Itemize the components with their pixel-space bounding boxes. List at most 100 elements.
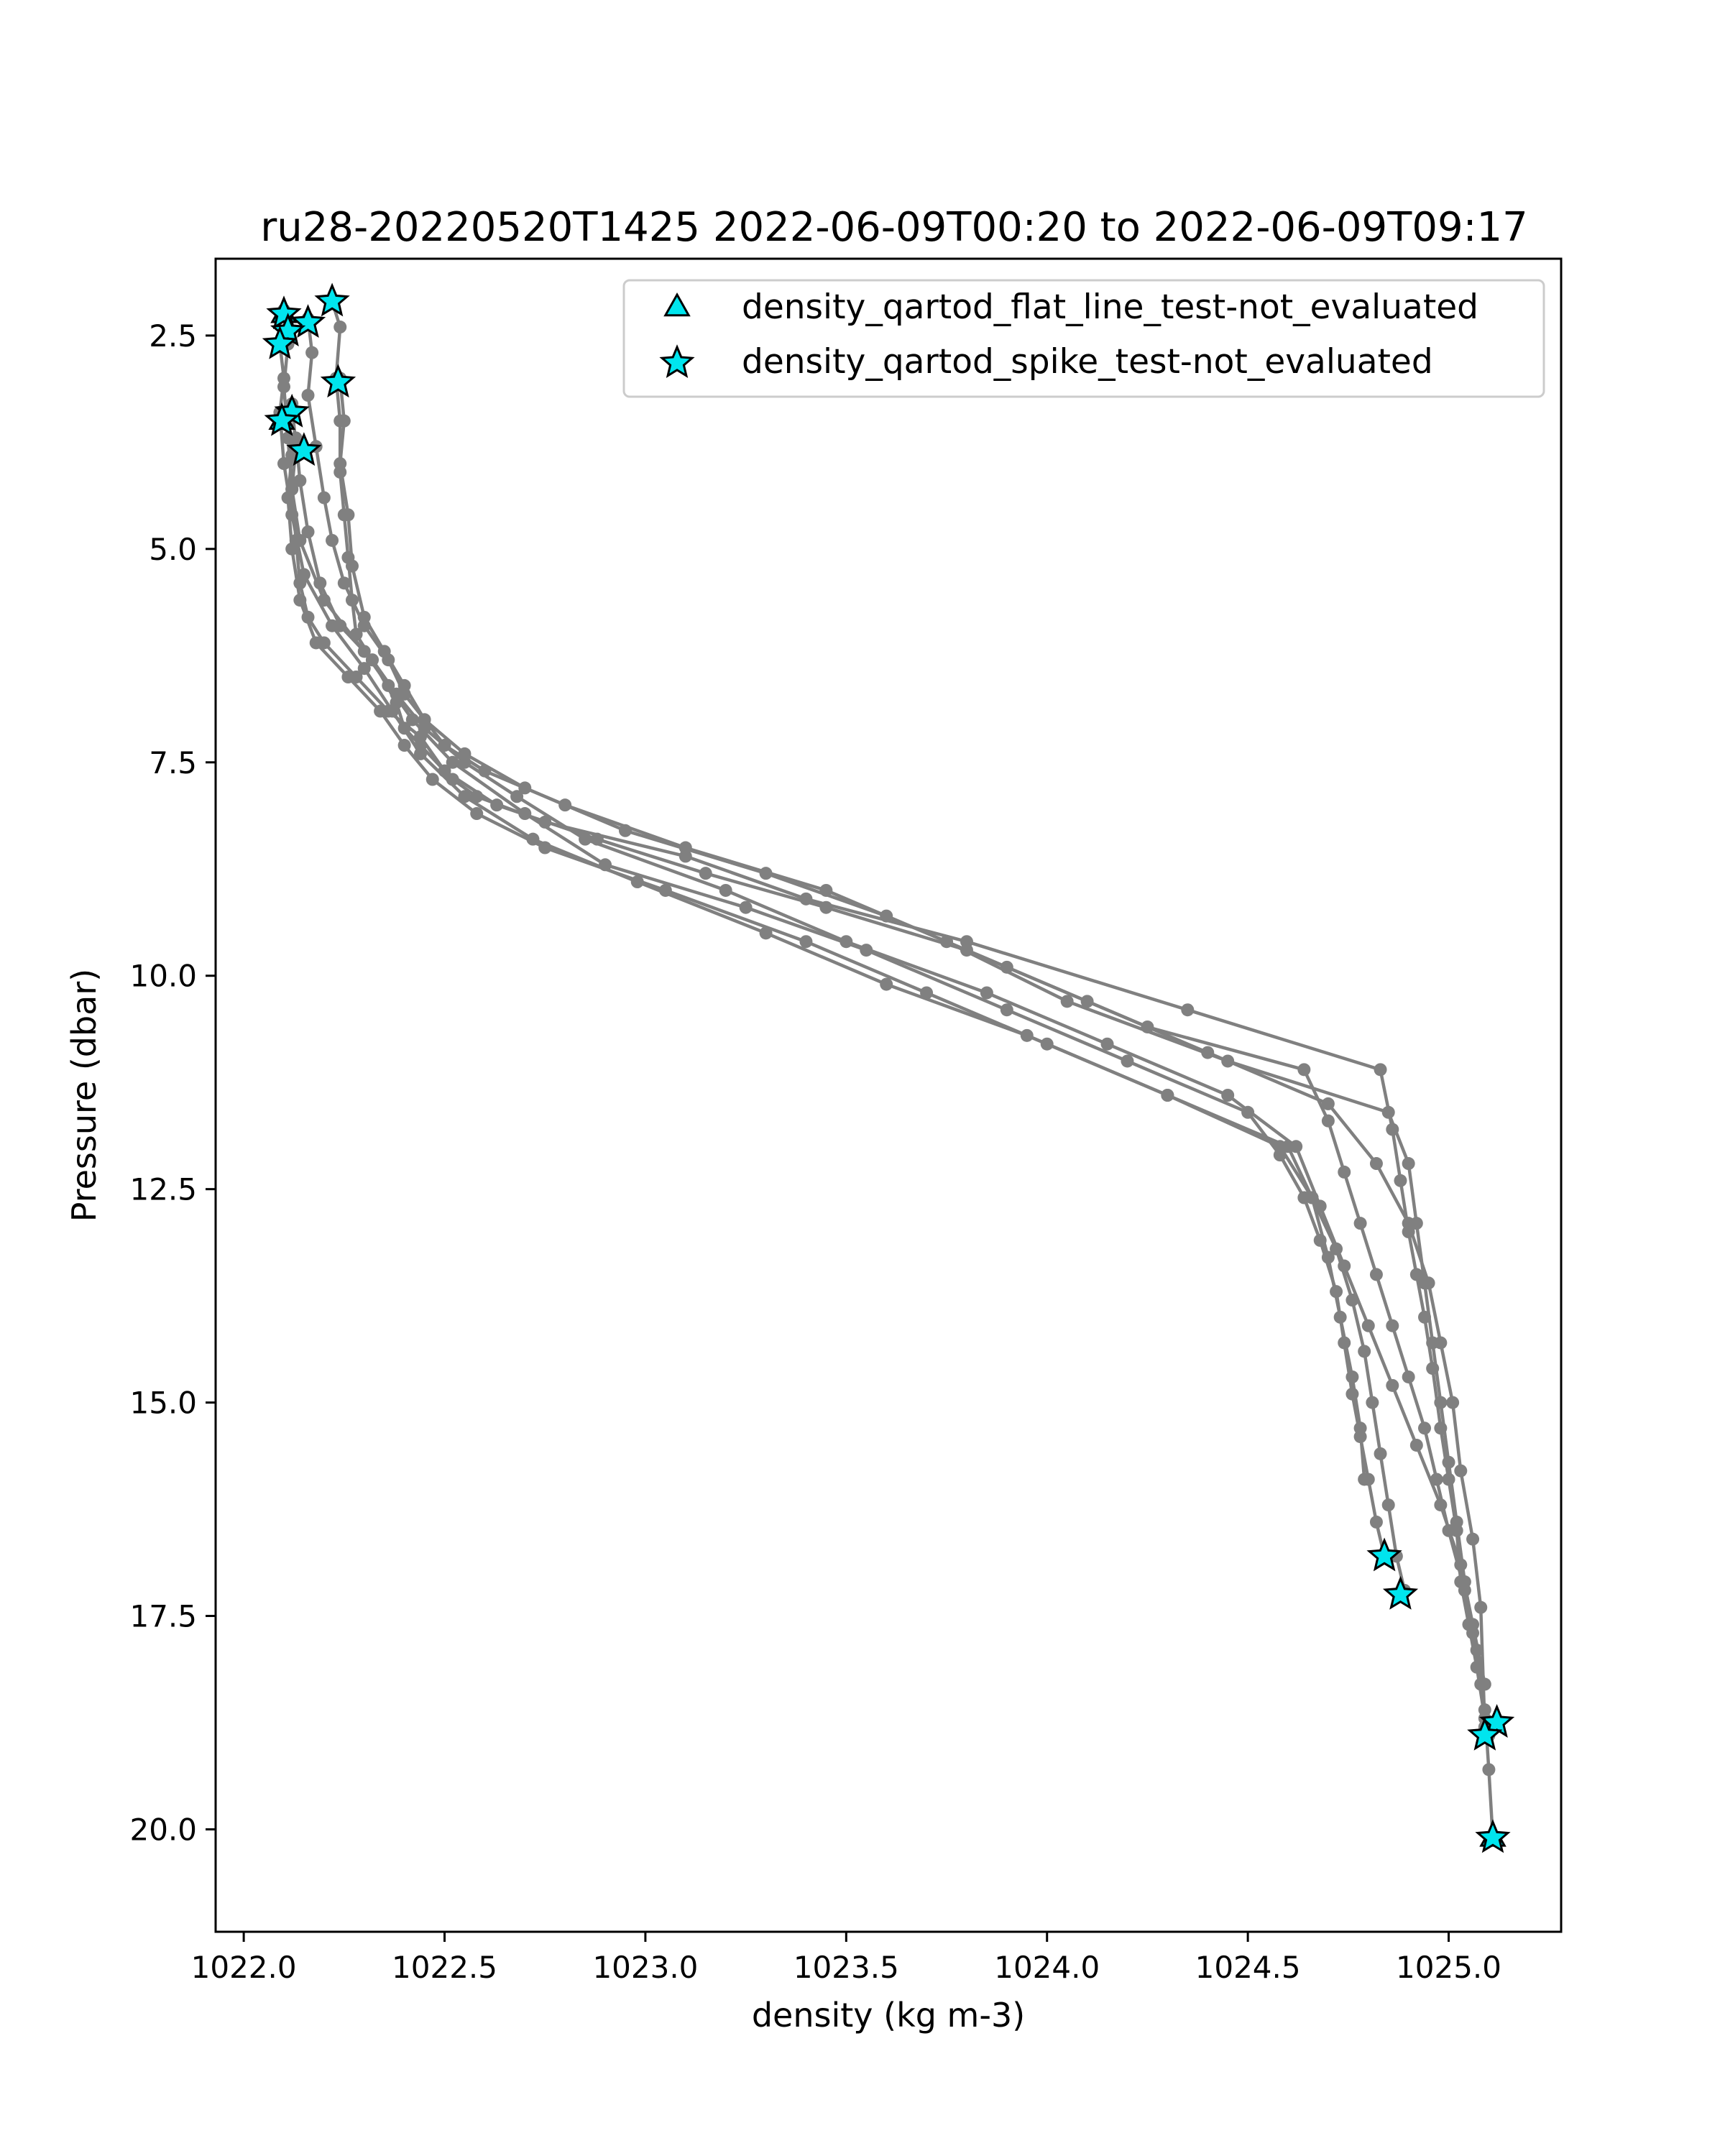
data-series [273, 295, 1500, 1845]
profile-point [490, 798, 504, 812]
profile-point [1374, 1447, 1387, 1460]
profile-point [579, 832, 592, 846]
profile-point [1080, 995, 1094, 1008]
profile-point [1402, 1157, 1415, 1171]
profile-point [819, 900, 833, 914]
legend-label-spike: density_qartod_spike_test-not_evaluated [742, 342, 1433, 382]
profile-point [1358, 1345, 1371, 1358]
profile-point [438, 764, 451, 778]
y-tick-label: 15.0 [129, 1386, 197, 1421]
profile-point [1418, 1422, 1432, 1435]
profile-point [739, 900, 753, 914]
chart-title: ru28-20220520T1425 2022-06-09T00:20 to 2… [260, 204, 1527, 251]
profile-point [1430, 1473, 1443, 1486]
profile-point [1321, 1097, 1335, 1110]
profile-point [1434, 1396, 1448, 1409]
x-tick-label: 1023.5 [794, 1950, 899, 1985]
profile-point [1422, 1276, 1435, 1290]
profile-line [282, 310, 1386, 1557]
profile-point [1338, 1165, 1351, 1179]
legend-label-flat-line: density_qartod_flat_line_test-not_evalua… [742, 287, 1478, 327]
y-tick-label: 2.5 [149, 318, 197, 354]
profile-point [326, 533, 339, 547]
legend-box [622, 279, 1545, 398]
profile-point [1466, 1618, 1480, 1631]
profile-point [390, 687, 403, 701]
spike-marker [286, 432, 322, 466]
profile-point [1161, 1089, 1174, 1102]
profile-point [458, 755, 472, 769]
profile-point [1386, 1319, 1399, 1332]
legend-star-icon [659, 344, 695, 378]
profile-point [1381, 1105, 1395, 1119]
profile-point [413, 747, 427, 760]
profile-point [920, 986, 934, 1000]
profile-point [1478, 1677, 1491, 1691]
spike-marker [1366, 1537, 1402, 1572]
profile-point [799, 935, 813, 949]
profile-point [345, 559, 359, 573]
profile-point [1366, 1396, 1379, 1409]
profile-point [285, 542, 299, 556]
profile-point [678, 841, 692, 854]
profile-point [1409, 1268, 1423, 1281]
star-icon [659, 344, 695, 378]
x-tick-label: 1024.0 [994, 1950, 1100, 1985]
x-axis-ticks: 1022.0 1022.5 1023.0 1023.5 1024.0 1024.5 1025… [191, 1932, 1501, 1985]
spike-marker [314, 282, 350, 317]
profile-point [1402, 1370, 1415, 1383]
x-tick-label: 1024.5 [1195, 1950, 1301, 1985]
profile-point [281, 491, 295, 505]
y-axis-label: Pressure (dbar) [65, 969, 104, 1222]
profile-point [1221, 1089, 1235, 1102]
profile-point [1100, 1037, 1114, 1051]
profile-line [278, 344, 1407, 1591]
profile-point [309, 636, 323, 650]
profile-point [1434, 1336, 1448, 1350]
profile-point [1434, 1498, 1448, 1512]
x-tick-label: 1025.0 [1396, 1950, 1501, 1985]
profile-line [294, 438, 1487, 1685]
profile-point [1369, 1157, 1383, 1171]
profile-point [305, 346, 319, 359]
profile-point [1313, 1199, 1327, 1213]
profile-point [658, 883, 672, 897]
profile-point [397, 739, 411, 752]
profile-point [418, 722, 431, 735]
profile-point [538, 841, 552, 854]
profile-point [289, 431, 303, 445]
profile-line [306, 318, 1495, 1838]
profile-point [341, 508, 355, 522]
profile-point [1358, 1473, 1371, 1486]
profile-point [470, 807, 484, 821]
profile-point [1409, 1438, 1423, 1452]
y-tick-label: 17.5 [129, 1599, 197, 1634]
profile-point [1297, 1063, 1311, 1077]
y-tick-label: 5.0 [149, 532, 197, 567]
profile-point [337, 576, 351, 590]
x-axis-label: density (kg m-3) [752, 1996, 1025, 2035]
profile-point [1333, 1310, 1347, 1324]
profile-point [357, 610, 371, 624]
profile-point [1369, 1515, 1383, 1529]
profile-point [699, 867, 712, 880]
profile-point [337, 414, 351, 428]
profile-point [1289, 1140, 1303, 1153]
profile-point [377, 645, 391, 658]
profile-point [357, 662, 371, 676]
profile-point [558, 798, 572, 812]
spike-marker [320, 364, 356, 398]
profile-point [880, 977, 893, 991]
profile-point [1321, 1114, 1335, 1128]
profile-point [313, 576, 327, 590]
triangle-icon [663, 292, 691, 317]
spike-marker [1467, 1716, 1503, 1751]
x-tick-label: 1022.5 [392, 1950, 497, 1985]
profile-point [1353, 1217, 1367, 1230]
profile-point [1321, 1250, 1335, 1264]
profile-point [1201, 1046, 1215, 1059]
profile-point [1446, 1396, 1460, 1409]
plot-frame [214, 257, 1563, 1933]
profile-point [1121, 1054, 1134, 1068]
